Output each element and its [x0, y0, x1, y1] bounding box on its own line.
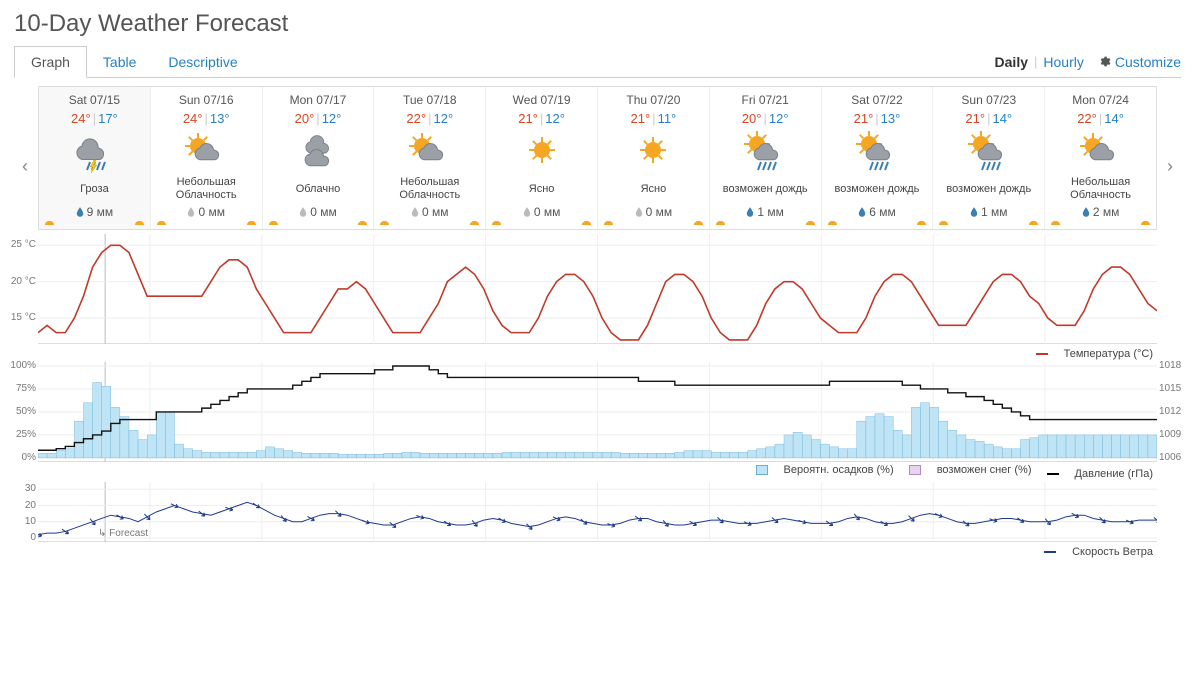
day-condition: Небольшая Облачность — [1047, 176, 1154, 202]
day-temps: 21°|13° — [824, 111, 931, 126]
day-precip: 1 мм — [935, 205, 1042, 219]
nav-next[interactable]: › — [1161, 150, 1179, 182]
forecast-time-label: ↳ Forecast — [98, 528, 148, 539]
day-precip: 0 мм — [376, 205, 483, 219]
day-cell[interactable]: Sun 07/23 21°|14° возможен дождь 1 мм — [932, 87, 1044, 229]
day-cell[interactable]: Sun 07/16 24°|13° Небольшая Облачность 0… — [150, 87, 262, 229]
nav-prev[interactable]: ‹ — [16, 150, 34, 182]
legend-precip: Вероятн. осадков (%) возможен снег (%) Д… — [38, 462, 1157, 482]
day-date: Wed 07/19 — [488, 93, 595, 107]
day-precip: 0 мм — [600, 205, 707, 219]
day-date: Mon 07/17 — [265, 93, 372, 107]
day-precip: 2 мм — [1047, 205, 1154, 219]
day-temps: 21°|12° — [488, 111, 595, 126]
view-hourly[interactable]: Hourly — [1039, 54, 1087, 70]
day-date: Tue 07/18 — [376, 93, 483, 107]
day-date: Thu 07/20 — [600, 93, 707, 107]
day-precip: 0 мм — [488, 205, 595, 219]
day-date: Sun 07/16 — [153, 93, 260, 107]
day-precip: 6 мм — [824, 205, 931, 219]
day-cell[interactable]: Sat 07/15 24°|17° Гроза 9 мм — [38, 87, 150, 229]
chart-precip-pressure: 0%25%50%75%100%10061009101210151018 — [38, 362, 1157, 462]
day-cell[interactable]: Mon 07/17 20°|12° Облачно 0 мм — [262, 87, 374, 229]
day-condition: возможен дождь — [824, 176, 931, 202]
weather-icon — [488, 130, 595, 174]
tab-bar: Graph Table Descriptive Daily | Hourly C… — [14, 46, 1181, 78]
day-precip: 9 мм — [41, 205, 148, 219]
day-condition: Небольшая Облачность — [376, 176, 483, 202]
day-condition: Гроза — [41, 176, 148, 202]
day-precip: 1 мм — [712, 205, 819, 219]
chart-temperature: 15 °C20 °C25 °C — [38, 234, 1157, 344]
day-temps: 22°|12° — [376, 111, 483, 126]
day-cell[interactable]: Tue 07/18 22°|12° Небольшая Облачность 0… — [373, 87, 485, 229]
day-date: Fri 07/21 — [712, 93, 819, 107]
day-temps: 21°|11° — [600, 111, 707, 126]
day-date: Mon 07/24 — [1047, 93, 1154, 107]
day-condition: Небольшая Облачность — [153, 176, 260, 202]
tab-graph[interactable]: Graph — [14, 46, 87, 78]
day-temps: 24°|13° — [153, 111, 260, 126]
weather-icon — [1047, 130, 1154, 174]
tab-table[interactable]: Table — [87, 47, 152, 77]
legend-wind: Скорость Ветра — [38, 542, 1157, 560]
weather-icon — [712, 130, 819, 174]
day-temps: 24°|17° — [41, 111, 148, 126]
day-cell[interactable]: Mon 07/24 22°|14° Небольшая Облачность 2… — [1044, 87, 1157, 229]
day-temps: 20°|12° — [265, 111, 372, 126]
chart-wind: ↳ Forecast 0102030 — [38, 482, 1157, 542]
page-title: 10-Day Weather Forecast — [14, 10, 1181, 38]
weather-icon — [41, 130, 148, 174]
weather-icon — [600, 130, 707, 174]
view-daily[interactable]: Daily — [991, 54, 1032, 70]
gear-icon — [1098, 55, 1111, 68]
day-precip: 0 мм — [265, 205, 372, 219]
days-strip: Sat 07/15 24°|17° Гроза 9 мм Sun 07/16 2… — [38, 86, 1157, 230]
day-condition: возможен дождь — [935, 176, 1042, 202]
day-condition: возможен дождь — [712, 176, 819, 202]
day-condition: Ясно — [488, 176, 595, 202]
day-condition: Ясно — [600, 176, 707, 202]
legend-temperature: Температура (°C) — [38, 344, 1157, 362]
day-cell[interactable]: Sat 07/22 21°|13° возможен дождь 6 мм — [821, 87, 933, 229]
day-date: Sat 07/15 — [41, 93, 148, 107]
day-temps: 21°|14° — [935, 111, 1042, 126]
day-cell[interactable]: Wed 07/19 21°|12° Ясно 0 мм — [485, 87, 597, 229]
day-temps: 20°|12° — [712, 111, 819, 126]
day-precip: 0 мм — [153, 205, 260, 219]
day-cell[interactable]: Thu 07/20 21°|11° Ясно 0 мм — [597, 87, 709, 229]
day-condition: Облачно — [265, 176, 372, 202]
weather-icon — [265, 130, 372, 174]
day-date: Sat 07/22 — [824, 93, 931, 107]
day-temps: 22°|14° — [1047, 111, 1154, 126]
weather-icon — [824, 130, 931, 174]
day-date: Sun 07/23 — [935, 93, 1042, 107]
tab-descriptive[interactable]: Descriptive — [152, 47, 253, 77]
customize-link[interactable]: Customize — [1098, 54, 1181, 70]
weather-icon — [153, 130, 260, 174]
day-cell[interactable]: Fri 07/21 20°|12° возможен дождь 1 мм — [709, 87, 821, 229]
weather-icon — [376, 130, 483, 174]
weather-icon — [935, 130, 1042, 174]
